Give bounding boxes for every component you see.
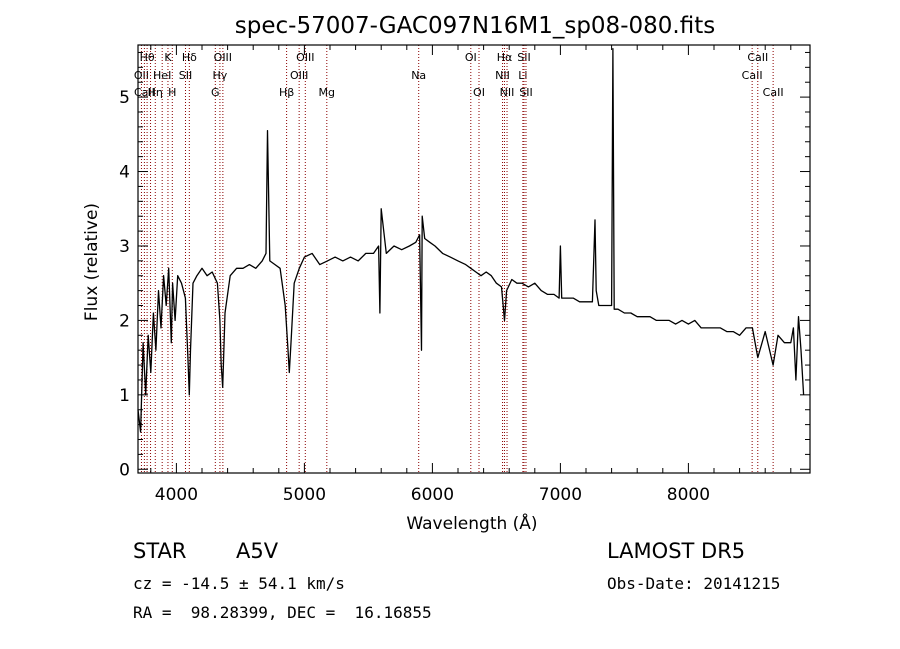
line-marker-label: K [164, 51, 172, 64]
x-axis-label: Wavelength (Å) [406, 512, 537, 534]
line-marker-label: Hβ [279, 86, 294, 99]
spectrum-line [137, 48, 805, 433]
line-marker-label: Hα [497, 51, 513, 64]
line-marker-label: OI [465, 51, 477, 64]
y-axis-label: Flux (relative) [82, 203, 102, 321]
line-marker-label: SII [517, 51, 530, 64]
x-tick-label: 4000 [155, 485, 198, 505]
line-marker-label: Hγ [213, 69, 228, 82]
line-marker-label: Hθ [140, 51, 155, 64]
x-tick-label: 7000 [539, 485, 582, 505]
redshift-velocity: cz = -14.5 ± 54.1 km/s [133, 574, 345, 593]
y-tick-label: 5 [119, 88, 130, 108]
plot-frame [137, 44, 811, 474]
line-marker-label: Hδ [182, 51, 197, 64]
line-marker-label: CaII [747, 51, 768, 64]
observation-date: Obs-Date: 20141215 [607, 574, 781, 593]
sky-coordinates: RA = 98.28399, DEC = 16.16855 [133, 603, 432, 622]
line-marker-label: Li [518, 69, 527, 82]
line-marker-label: Na [411, 69, 426, 82]
line-marker-label: HeI [153, 69, 171, 82]
y-tick-label: 4 [119, 163, 130, 183]
object-class: STAR [133, 539, 187, 563]
line-marker-label: CaII [134, 86, 155, 99]
y-tick-label: 0 [119, 460, 130, 480]
line-marker-label: G [211, 86, 220, 99]
y-tick-label: 2 [119, 311, 130, 331]
line-marker-label: H [168, 86, 176, 99]
line-marker-label: OIII [296, 51, 314, 64]
line-marker-label: NII [500, 86, 515, 99]
x-tick-label: 8000 [667, 485, 710, 505]
y-tick-label: 1 [119, 386, 130, 406]
object-subclass: A5V [236, 539, 279, 563]
line-marker-label: NII [495, 69, 510, 82]
line-marker-label: SII [519, 86, 532, 99]
x-tick-label: 5000 [283, 485, 326, 505]
y-tick-label: 3 [119, 237, 130, 257]
line-marker-label: Hη [148, 86, 163, 99]
axis-ticks: 4000 5000 6000 7000 8000 0 1 2 3 4 5 [119, 45, 810, 505]
survey-name: LAMOST DR5 [607, 539, 746, 563]
spectral-line-markers: OIICaIIHθHηHeIKHSIIHδGHγOIIIHβOIIIOIIIMg… [134, 45, 784, 473]
line-marker-label: CaII [763, 86, 784, 99]
line-marker-label: OIII [290, 69, 308, 82]
line-marker-label: CaII [742, 69, 763, 82]
x-tick-label: 6000 [411, 485, 454, 505]
line-marker-label: OI [473, 86, 485, 99]
chart-title: spec-57007-GAC097N16M1_sp08-080.fits [235, 13, 715, 39]
line-marker-label: SII [179, 69, 192, 82]
line-marker-label: Mg [319, 86, 335, 99]
line-marker-label: OIII [214, 51, 232, 64]
